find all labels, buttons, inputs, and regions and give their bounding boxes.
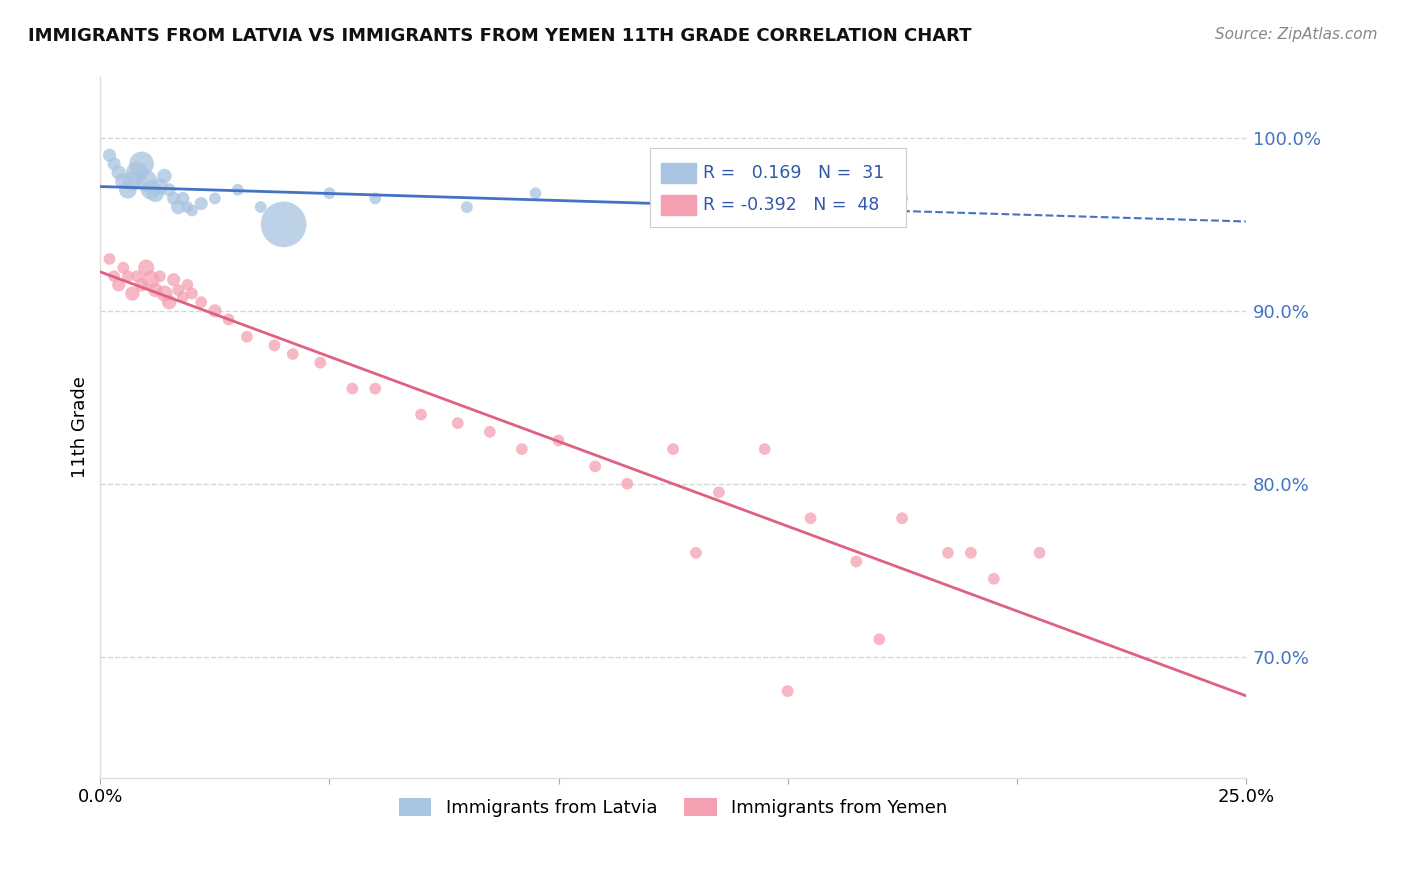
Point	[181, 203, 204, 218]
Legend: Immigrants from Latvia, Immigrants from Yemen: Immigrants from Latvia, Immigrants from …	[391, 790, 955, 824]
Point	[685, 191, 707, 205]
Point	[125, 165, 148, 179]
Point	[960, 546, 983, 560]
Point	[891, 511, 914, 525]
Point	[249, 200, 271, 214]
Point	[616, 476, 638, 491]
Point	[176, 277, 198, 292]
Y-axis label: 11th Grade: 11th Grade	[72, 376, 89, 478]
Point	[163, 191, 186, 205]
Point	[157, 295, 180, 310]
Point	[309, 356, 332, 370]
Text: Source: ZipAtlas.com: Source: ZipAtlas.com	[1215, 27, 1378, 42]
Point	[409, 408, 432, 422]
Point	[153, 286, 176, 301]
Point	[823, 200, 845, 214]
Point	[936, 546, 959, 560]
Point	[547, 434, 569, 448]
Point	[685, 546, 707, 560]
Point	[107, 165, 129, 179]
Point	[103, 269, 125, 284]
Point	[112, 260, 135, 275]
Point	[447, 416, 470, 430]
Point	[342, 382, 364, 396]
Point	[131, 277, 153, 292]
Point	[139, 183, 162, 197]
Point	[318, 186, 340, 201]
Point	[112, 174, 135, 188]
Point	[707, 485, 730, 500]
Point	[868, 632, 890, 647]
Point	[107, 277, 129, 292]
Point	[281, 347, 304, 361]
Point	[891, 191, 914, 205]
Point	[135, 260, 157, 275]
Point	[153, 169, 176, 183]
Point	[98, 148, 121, 162]
Point	[190, 196, 212, 211]
Point	[662, 442, 685, 456]
Point	[478, 425, 501, 439]
Point	[135, 174, 157, 188]
Point	[226, 183, 249, 197]
Point	[364, 191, 387, 205]
Point	[121, 174, 143, 188]
Point	[163, 273, 186, 287]
Text: R =   0.169   N =  31: R = 0.169 N = 31	[703, 164, 884, 182]
Point	[149, 179, 172, 194]
Point	[143, 283, 166, 297]
Point	[456, 200, 478, 214]
Point	[236, 330, 259, 344]
Point	[845, 554, 868, 568]
Point	[117, 183, 139, 197]
Point	[103, 157, 125, 171]
Point	[510, 442, 533, 456]
Point	[218, 312, 240, 326]
Point	[204, 303, 226, 318]
Point	[983, 572, 1005, 586]
Point	[172, 290, 194, 304]
Point	[149, 269, 172, 284]
Point	[273, 218, 295, 232]
Point	[117, 269, 139, 284]
Point	[167, 200, 190, 214]
Point	[190, 295, 212, 310]
Point	[524, 186, 547, 201]
Point	[131, 157, 153, 171]
Point	[181, 286, 204, 301]
Text: IMMIGRANTS FROM LATVIA VS IMMIGRANTS FROM YEMEN 11TH GRADE CORRELATION CHART: IMMIGRANTS FROM LATVIA VS IMMIGRANTS FRO…	[28, 27, 972, 45]
Point	[167, 283, 190, 297]
Point	[799, 511, 821, 525]
Point	[754, 442, 776, 456]
Point	[204, 191, 226, 205]
Point	[776, 684, 799, 698]
Point	[364, 382, 387, 396]
Point	[98, 252, 121, 266]
Point	[263, 338, 285, 352]
Point	[125, 269, 148, 284]
Point	[172, 191, 194, 205]
Point	[176, 200, 198, 214]
Point	[139, 273, 162, 287]
Point	[157, 183, 180, 197]
Point	[583, 459, 606, 474]
Text: R = -0.392   N =  48: R = -0.392 N = 48	[703, 196, 879, 214]
Point	[1028, 546, 1050, 560]
Point	[121, 286, 143, 301]
Point	[143, 186, 166, 201]
